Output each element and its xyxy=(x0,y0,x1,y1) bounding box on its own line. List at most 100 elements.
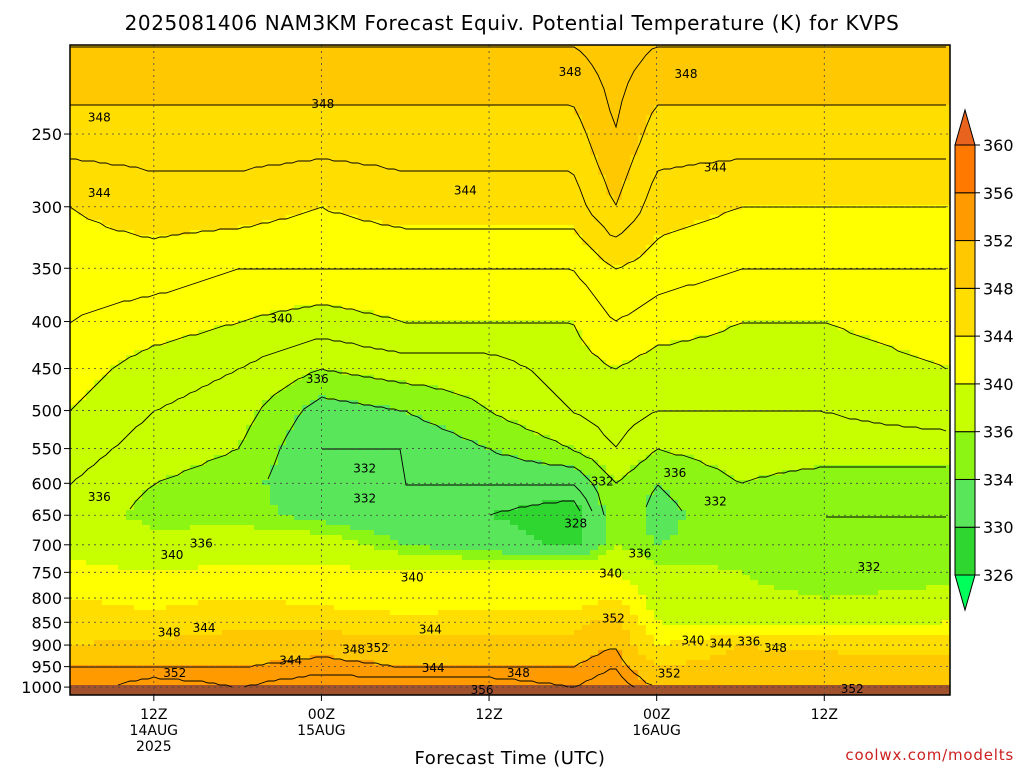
field-cell xyxy=(694,190,703,196)
field-cell xyxy=(350,175,359,181)
field-cell xyxy=(342,75,351,81)
field-cell xyxy=(318,120,327,126)
field-cell xyxy=(470,175,479,181)
field-cell xyxy=(382,180,391,186)
field-cell xyxy=(718,60,727,66)
field-cell xyxy=(446,105,455,111)
field-cell xyxy=(318,125,327,131)
field-cell xyxy=(342,45,351,51)
field-cell xyxy=(670,55,679,61)
field-cell xyxy=(198,205,207,211)
field-cell xyxy=(774,235,783,241)
field-cell xyxy=(110,210,119,216)
field-cell xyxy=(94,140,103,146)
field-cell xyxy=(670,250,679,256)
field-cell xyxy=(622,55,631,61)
field-cell xyxy=(862,180,871,186)
field-cell xyxy=(230,260,239,266)
field-cell xyxy=(182,135,191,141)
field-cell xyxy=(638,190,647,196)
field-cell xyxy=(406,150,415,156)
field-cell xyxy=(254,140,263,146)
field-cell xyxy=(334,255,343,261)
field-cell xyxy=(894,120,903,126)
field-cell xyxy=(334,200,343,206)
field-cell xyxy=(398,205,407,211)
field-cell xyxy=(910,195,919,201)
field-cell xyxy=(686,145,695,151)
field-cell xyxy=(478,170,487,176)
field-cell xyxy=(374,235,383,241)
field-cell xyxy=(462,45,471,51)
field-cell xyxy=(302,205,311,211)
field-cell xyxy=(126,60,135,66)
field-cell xyxy=(358,105,367,111)
field-cell xyxy=(710,110,719,116)
field-cell xyxy=(806,250,815,256)
field-cell xyxy=(174,100,183,106)
field-cell xyxy=(238,165,247,171)
field-cell xyxy=(862,235,871,241)
field-cell xyxy=(886,75,895,81)
field-cell xyxy=(446,225,455,231)
field-cell xyxy=(878,130,887,136)
field-cell xyxy=(854,55,863,61)
field-cell xyxy=(822,80,831,86)
field-cell xyxy=(126,145,135,151)
field-cell xyxy=(558,185,567,191)
field-cell xyxy=(830,245,839,251)
field-cell xyxy=(254,95,263,101)
field-cell xyxy=(142,265,151,271)
field-cell xyxy=(654,245,663,251)
field-cell xyxy=(414,270,423,276)
field-cell xyxy=(494,145,503,151)
field-cell xyxy=(174,225,183,231)
field-cell xyxy=(198,250,207,256)
field-cell xyxy=(94,165,103,171)
field-cell xyxy=(686,265,695,271)
field-cell xyxy=(542,215,551,221)
field-cell xyxy=(774,250,783,256)
field-cell xyxy=(686,85,695,91)
field-cell xyxy=(254,165,263,171)
field-cell xyxy=(774,170,783,176)
field-cell xyxy=(878,90,887,96)
field-cell xyxy=(806,160,815,166)
field-cell xyxy=(214,50,223,56)
field-cell xyxy=(126,245,135,251)
field-cell xyxy=(726,50,735,56)
field-cell xyxy=(646,90,655,96)
field-cell xyxy=(342,235,351,241)
field-cell xyxy=(390,145,399,151)
field-cell xyxy=(486,105,495,111)
field-cell xyxy=(198,90,207,96)
field-cell xyxy=(374,85,383,91)
field-cell xyxy=(518,115,527,121)
field-cell xyxy=(822,240,831,246)
field-cell xyxy=(230,45,239,51)
field-cell xyxy=(358,180,367,186)
field-cell xyxy=(526,185,535,191)
field-cell xyxy=(182,45,191,51)
field-cell xyxy=(558,260,567,266)
field-cell xyxy=(846,110,855,116)
field-cell xyxy=(534,260,543,266)
field-cell xyxy=(126,225,135,231)
field-cell xyxy=(246,90,255,96)
field-cell xyxy=(750,70,759,76)
field-cell xyxy=(630,170,639,176)
field-cell xyxy=(246,185,255,191)
field-cell xyxy=(710,225,719,231)
field-cell xyxy=(318,205,327,211)
field-cell xyxy=(838,115,847,121)
field-cell xyxy=(158,115,167,121)
field-cell xyxy=(118,210,127,216)
field-cell xyxy=(398,75,407,81)
field-cell xyxy=(718,125,727,131)
field-cell xyxy=(702,45,711,51)
field-cell xyxy=(590,180,599,186)
field-cell xyxy=(822,190,831,196)
field-cell xyxy=(694,95,703,101)
field-cell xyxy=(798,155,807,161)
field-cell xyxy=(166,110,175,116)
